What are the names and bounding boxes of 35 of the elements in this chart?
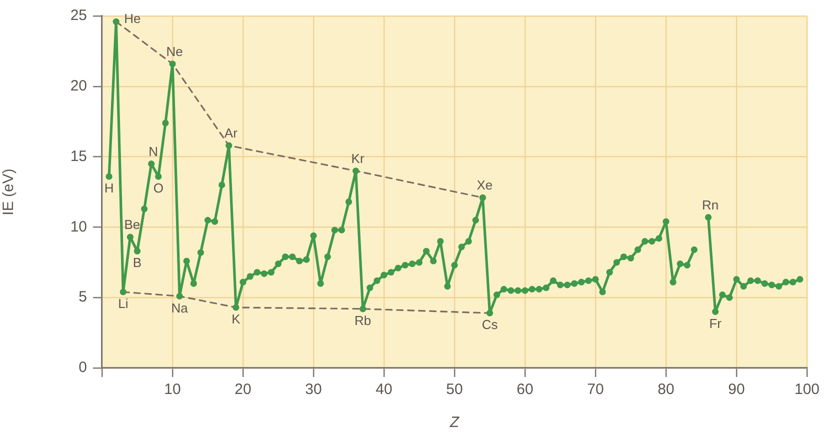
- annotation: Ar: [224, 126, 238, 141]
- y-tick-label: 25: [70, 7, 87, 24]
- x-tick-label: 50: [446, 381, 463, 398]
- x-tick-label: 60: [516, 381, 534, 398]
- annotation: Rn: [702, 197, 719, 212]
- x-tick-label: 40: [376, 381, 392, 398]
- y-tick-label: 0: [78, 359, 87, 376]
- annotation: B: [132, 255, 142, 270]
- y-tick-label: 15: [70, 148, 87, 165]
- x-tick-label: 90: [728, 381, 745, 398]
- annotation: O: [153, 180, 164, 196]
- annotation: Kr: [351, 150, 365, 166]
- annotation: N: [148, 144, 158, 159]
- x-tick-label: 70: [587, 381, 604, 398]
- x-tick-label: 80: [658, 381, 674, 398]
- x-tick-label: 10: [164, 381, 181, 398]
- y-axis-title: IE (eV): [0, 168, 18, 216]
- x-tick-label: 30: [305, 381, 322, 398]
- y-tick-label: 10: [70, 218, 87, 236]
- annotation: Be: [124, 217, 140, 232]
- annotation: He: [124, 11, 141, 26]
- y-tick-label: 5: [78, 288, 87, 306]
- annotation: Cs: [482, 317, 498, 332]
- annotation: Li: [118, 296, 128, 312]
- x-tick-label: 20: [234, 381, 252, 398]
- annotation: Na: [171, 300, 189, 316]
- annotation: Ne: [166, 44, 183, 59]
- annotation: Fr: [709, 316, 722, 331]
- y-tick-label: 20: [70, 78, 87, 95]
- x-tick-label: 100: [794, 381, 820, 398]
- annotation: H: [104, 180, 114, 196]
- annotation: Xe: [476, 178, 493, 193]
- annotation: K: [232, 312, 241, 327]
- x-axis-title: Z: [448, 414, 460, 432]
- annotation: Rb: [354, 312, 372, 328]
